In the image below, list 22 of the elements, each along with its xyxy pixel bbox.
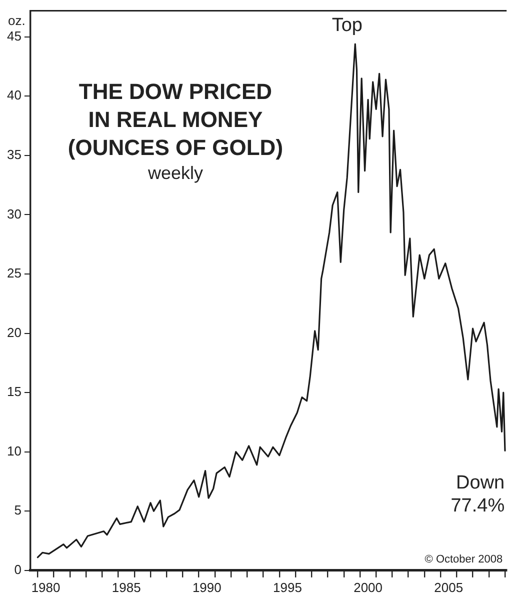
annotation: Down 77.4%	[450, 472, 505, 517]
y-tick-label: 0	[14, 562, 22, 577]
x-tick-label: 2005	[434, 580, 464, 595]
x-tick-label: 1990	[192, 580, 222, 595]
text: THE DOW PRICED IN REAL MONEY (OUNCES OF GOLD)	[68, 78, 284, 160]
y-tick-label: 40	[6, 88, 22, 103]
y-axis-title: oz.	[8, 12, 26, 28]
x-tick-label: 2000	[354, 580, 382, 595]
y-tick-label: 25	[6, 266, 22, 281]
x-tick-label: 1985	[112, 580, 141, 595]
y-tick-label: 10	[6, 443, 22, 458]
y-tick-label: 45	[6, 28, 22, 44]
x-tick-label: 1995	[273, 580, 302, 595]
text: weekly	[146, 162, 203, 183]
y-tick-label: 35	[6, 147, 22, 162]
y-tick-label: 5	[14, 502, 22, 518]
y-tick-label: 20	[6, 324, 22, 340]
x-tick-label: 1980	[31, 580, 60, 595]
y-tick-label: 15	[6, 384, 22, 400]
annotation: Top	[332, 14, 362, 36]
y-tick-label: 30	[6, 206, 22, 222]
annotation: © October 2008	[424, 553, 503, 566]
